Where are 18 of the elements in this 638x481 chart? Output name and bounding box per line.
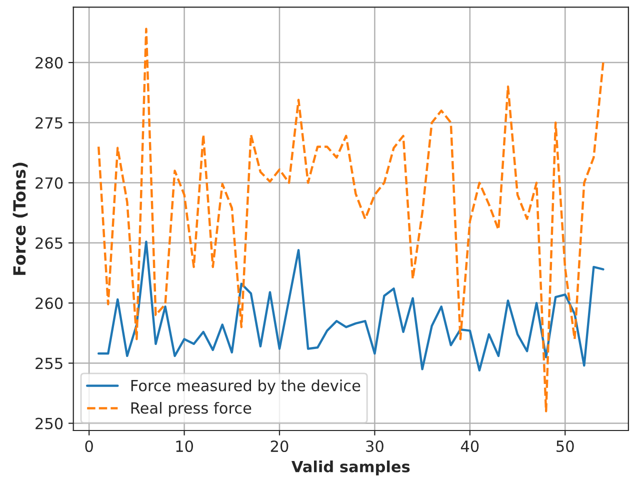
x-tick-label: 0	[85, 440, 93, 452]
x-tick-label: 30	[366, 440, 384, 452]
x-tick-label: 20	[270, 440, 288, 452]
line-series	[97, 240, 604, 372]
x-tick-label: 10	[176, 440, 193, 452]
x-tick-label: 50	[556, 440, 574, 452]
y-axis-title: Force (Tons)	[12, 162, 28, 275]
x-axis-title: Valid samples	[291, 460, 410, 476]
y-tick-label: 275	[36, 117, 62, 129]
y-tick-label: 270	[36, 177, 63, 189]
y-tick-label: 265	[36, 237, 62, 249]
y-tick-label: 260	[36, 297, 63, 310]
x-tick-label: 40	[460, 440, 479, 452]
y-tick-label: 280	[36, 56, 63, 69]
y-tick-label: 255	[36, 358, 62, 370]
legend-label: Force measured by the device	[131, 380, 360, 394]
legend-label: Real press force	[131, 402, 252, 417]
y-tick-label: 250	[36, 418, 63, 430]
